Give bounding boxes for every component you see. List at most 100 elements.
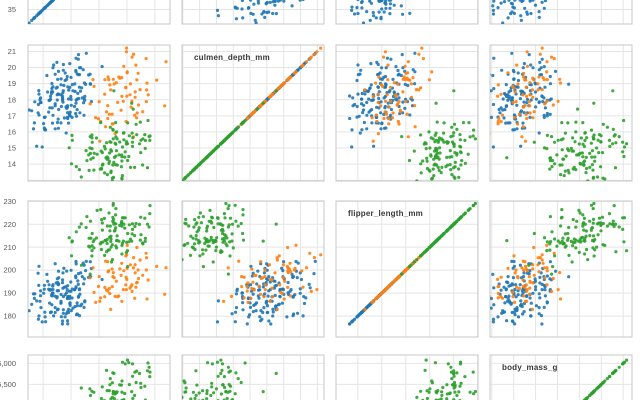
data-point[interactable] bbox=[261, 239, 265, 243]
data-point[interactable] bbox=[113, 294, 117, 298]
data-point[interactable] bbox=[611, 142, 615, 146]
data-point[interactable] bbox=[110, 112, 114, 116]
data-point[interactable] bbox=[429, 244, 433, 248]
data-point[interactable] bbox=[515, 309, 519, 313]
data-point[interactable] bbox=[198, 254, 202, 258]
data-point[interactable] bbox=[127, 223, 131, 227]
data-point[interactable] bbox=[500, 68, 504, 72]
data-point[interactable] bbox=[468, 135, 472, 139]
data-point[interactable] bbox=[120, 261, 124, 265]
data-point[interactable] bbox=[61, 62, 65, 67]
data-point[interactable] bbox=[622, 118, 626, 123]
data-point[interactable] bbox=[453, 390, 457, 394]
data-point[interactable] bbox=[133, 271, 137, 275]
data-point[interactable] bbox=[537, 10, 541, 14]
data-point[interactable] bbox=[74, 285, 78, 289]
data-point[interactable] bbox=[559, 173, 563, 177]
data-point[interactable] bbox=[425, 156, 429, 160]
data-point[interactable] bbox=[531, 291, 535, 295]
data-point[interactable] bbox=[270, 286, 274, 290]
data-point[interactable] bbox=[516, 78, 521, 83]
data-point[interactable] bbox=[442, 232, 446, 236]
data-point[interactable] bbox=[537, 68, 541, 72]
data-point[interactable] bbox=[184, 217, 188, 221]
data-point[interactable] bbox=[583, 236, 587, 240]
data-point[interactable] bbox=[246, 281, 250, 285]
data-point[interactable] bbox=[445, 397, 449, 400]
data-point[interactable] bbox=[69, 268, 73, 272]
data-point[interactable] bbox=[271, 11, 275, 16]
data-point[interactable] bbox=[245, 289, 249, 293]
data-point[interactable] bbox=[506, 266, 510, 270]
data-point[interactable] bbox=[392, 3, 396, 7]
data-point[interactable] bbox=[560, 163, 564, 167]
data-point[interactable] bbox=[103, 92, 107, 96]
data-point[interactable] bbox=[445, 141, 449, 145]
data-point[interactable] bbox=[545, 133, 550, 137]
data-point[interactable] bbox=[383, 85, 387, 89]
data-point[interactable] bbox=[473, 389, 477, 394]
data-point[interactable] bbox=[230, 222, 235, 226]
data-point[interactable] bbox=[261, 310, 265, 315]
data-point[interactable] bbox=[286, 266, 290, 270]
data-point[interactable] bbox=[119, 165, 123, 169]
data-point[interactable] bbox=[109, 307, 113, 311]
data-point[interactable] bbox=[108, 125, 112, 129]
data-point[interactable] bbox=[586, 258, 590, 262]
data-point[interactable] bbox=[607, 212, 612, 216]
data-point[interactable] bbox=[407, 265, 412, 269]
data-point[interactable] bbox=[540, 88, 544, 92]
data-point[interactable] bbox=[492, 303, 496, 307]
data-point[interactable] bbox=[131, 107, 135, 111]
data-point[interactable] bbox=[230, 131, 235, 135]
data-point[interactable] bbox=[210, 381, 214, 385]
data-point[interactable] bbox=[194, 369, 198, 373]
data-point[interactable] bbox=[265, 304, 270, 308]
data-point[interactable] bbox=[61, 308, 65, 312]
data-point[interactable] bbox=[88, 276, 92, 280]
data-point[interactable] bbox=[145, 166, 150, 170]
data-point[interactable] bbox=[577, 142, 581, 146]
data-point[interactable] bbox=[192, 225, 196, 229]
data-point[interactable] bbox=[129, 105, 133, 109]
data-point[interactable] bbox=[518, 97, 523, 101]
data-point[interactable] bbox=[434, 138, 438, 142]
data-point[interactable] bbox=[66, 121, 71, 125]
data-point[interactable] bbox=[164, 266, 168, 270]
data-point[interactable] bbox=[106, 116, 110, 121]
data-point[interactable] bbox=[559, 224, 563, 228]
data-point[interactable] bbox=[450, 125, 454, 129]
data-point[interactable] bbox=[263, 283, 267, 287]
data-point[interactable] bbox=[105, 250, 109, 254]
data-point[interactable] bbox=[214, 387, 218, 391]
data-point[interactable] bbox=[506, 71, 510, 75]
data-point[interactable] bbox=[118, 267, 122, 271]
data-point[interactable] bbox=[220, 362, 225, 366]
data-point[interactable] bbox=[433, 361, 437, 365]
data-point[interactable] bbox=[134, 380, 138, 385]
data-point[interactable] bbox=[531, 95, 535, 99]
data-point[interactable] bbox=[40, 145, 44, 149]
data-point[interactable] bbox=[581, 224, 585, 228]
data-point[interactable] bbox=[183, 243, 187, 247]
data-point[interactable] bbox=[501, 97, 505, 101]
data-point[interactable] bbox=[53, 262, 57, 266]
data-point[interactable] bbox=[258, 292, 263, 296]
data-point[interactable] bbox=[510, 84, 515, 88]
data-point[interactable] bbox=[558, 297, 563, 301]
data-point[interactable] bbox=[267, 275, 271, 279]
data-point[interactable] bbox=[111, 137, 115, 141]
data-point[interactable] bbox=[180, 258, 184, 262]
data-point[interactable] bbox=[391, 111, 395, 115]
data-point[interactable] bbox=[118, 140, 122, 144]
data-point[interactable] bbox=[385, 112, 389, 116]
data-point[interactable] bbox=[56, 69, 61, 73]
data-point[interactable] bbox=[363, 307, 367, 311]
data-point[interactable] bbox=[390, 116, 395, 120]
data-point[interactable] bbox=[384, 126, 388, 130]
data-point[interactable] bbox=[109, 239, 113, 243]
data-point[interactable] bbox=[597, 385, 601, 389]
data-point[interactable] bbox=[126, 158, 130, 163]
data-point[interactable] bbox=[567, 149, 571, 153]
data-point[interactable] bbox=[280, 301, 284, 305]
